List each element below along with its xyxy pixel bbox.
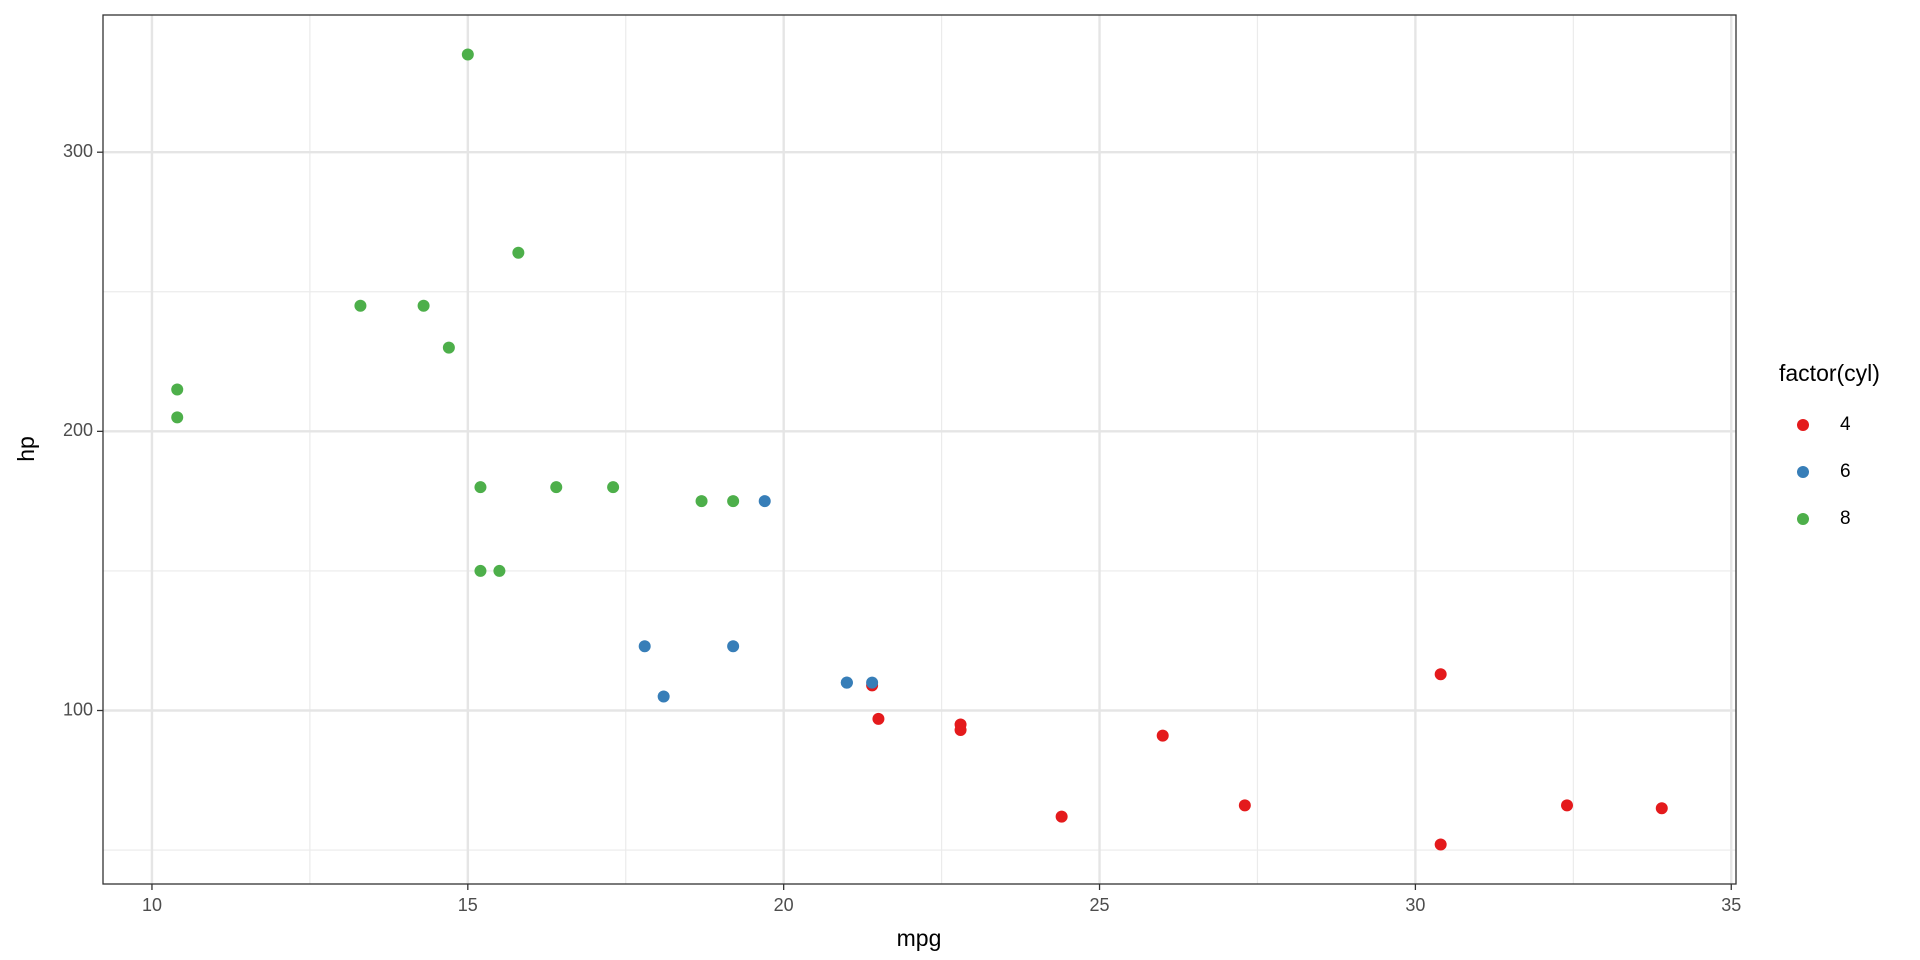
x-axis-label: mpg: [897, 925, 942, 951]
panel-border: [102, 14, 1737, 885]
x-tick-label: 30: [1405, 895, 1425, 915]
point: [1238, 799, 1251, 812]
point: [493, 564, 506, 577]
point: [727, 495, 740, 508]
point: [1156, 729, 1169, 742]
x-tick-label: 20: [774, 895, 794, 915]
point: [1055, 810, 1068, 823]
point: [1655, 802, 1668, 815]
point: [171, 383, 184, 396]
point: [474, 481, 487, 494]
legend-key: [1797, 513, 1809, 525]
y-tick-label: 200: [63, 420, 93, 440]
point: [1434, 838, 1447, 851]
legend-label: 6: [1840, 461, 1851, 482]
point: [866, 676, 879, 689]
point: [171, 411, 184, 424]
point: [954, 718, 967, 731]
x-tick-label: 15: [458, 895, 478, 915]
legend-key: [1797, 466, 1809, 478]
point: [1434, 668, 1447, 681]
point: [638, 640, 651, 653]
point: [461, 48, 474, 61]
point: [354, 299, 367, 312]
point: [417, 299, 430, 312]
x-tick-label: 25: [1090, 895, 1110, 915]
point: [442, 341, 455, 354]
y-tick-label: 300: [63, 141, 93, 161]
point: [872, 712, 885, 725]
point: [758, 495, 771, 508]
point: [657, 690, 670, 703]
legend-title: factor(cyl): [1779, 360, 1880, 386]
point: [607, 481, 620, 494]
x-tick-label: 10: [142, 895, 162, 915]
x-tick-label: 35: [1721, 895, 1741, 915]
point: [695, 495, 708, 508]
point: [1561, 799, 1574, 812]
point: [727, 640, 740, 653]
point: [512, 246, 525, 259]
legend-label: 8: [1840, 508, 1851, 529]
point: [550, 481, 563, 494]
y-axis-label: hp: [13, 436, 39, 462]
point: [840, 676, 853, 689]
point: [474, 564, 487, 577]
y-tick-label: 100: [63, 699, 93, 719]
legend-key: [1797, 419, 1809, 431]
legend-label: 4: [1840, 414, 1851, 435]
